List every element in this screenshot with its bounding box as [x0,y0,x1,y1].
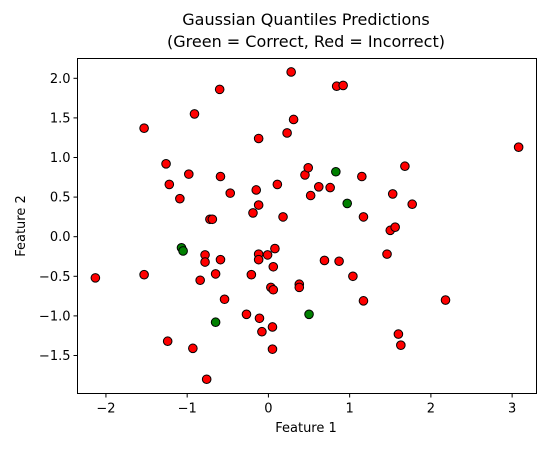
incorrect-point [267,322,278,332]
incorrect-point [334,256,344,267]
x-tick-label: 1 [346,402,354,417]
incorrect-point [338,80,348,91]
incorrect-point [254,313,265,324]
plot-frame [77,58,537,394]
incorrect-point [215,254,226,265]
y-tick-label: 0.5 [50,191,71,206]
incorrect-point [440,295,451,305]
x-tick-label: 2 [427,402,435,417]
incorrect-point [305,190,316,201]
incorrect-point [303,162,314,173]
incorrect-point [219,294,230,305]
correct-point [210,317,221,328]
incorrect-point [161,159,171,169]
axis-ticks: −2 −1 0 1 2 3 −1.5 −1.0 −0.5 0.0 0.5 1.0 1.5 2.0 [39,72,516,417]
incorrect-point [225,188,236,198]
incorrect-point [267,344,278,354]
correct-point [304,309,314,320]
incorrect-point [214,84,225,95]
incorrect-point [387,189,398,199]
incorrect-point [195,275,205,286]
data-points [90,67,524,385]
incorrect-point [253,254,264,265]
incorrect-point [282,128,292,138]
incorrect-point [393,329,404,339]
incorrect-point [139,123,149,133]
chart-subtitle: (Green = Correct, Red = Incorrect) [167,32,445,51]
incorrect-point [348,271,358,282]
incorrect-point [294,282,305,293]
incorrect-point [400,161,410,172]
incorrect-point [248,208,258,218]
incorrect-point [183,169,194,179]
correct-point [178,246,188,256]
incorrect-point [313,181,324,192]
incorrect-point [253,200,264,210]
incorrect-point [278,212,288,222]
y-tick-label: 1.5 [50,111,71,126]
incorrect-point [268,261,279,272]
incorrect-point [390,222,400,232]
incorrect-point [139,269,149,280]
y-tick-label: −0.5 [39,270,71,285]
incorrect-point [319,255,330,266]
incorrect-point [270,243,280,254]
incorrect-point [210,269,221,279]
incorrect-point [162,336,173,347]
incorrect-point [257,326,267,337]
incorrect-point [396,340,406,350]
x-tick-label: 0 [264,402,272,417]
x-axis-label: Feature 1 [275,421,337,436]
incorrect-point [358,212,369,222]
incorrect-point [189,109,200,119]
incorrect-point [253,133,264,144]
incorrect-point [268,284,279,295]
incorrect-point [188,343,198,354]
y-tick-label: −1.5 [39,349,71,364]
incorrect-point [358,296,369,306]
incorrect-point [325,182,335,193]
incorrect-point [272,179,283,190]
y-tick-label: 0.0 [50,230,71,245]
y-tick-label: 2.0 [50,72,71,87]
incorrect-point [200,257,210,267]
incorrect-point [251,185,262,195]
x-tick-label: −2 [96,402,115,417]
incorrect-point [90,273,101,283]
correct-point [342,198,353,209]
y-tick-label: −1.0 [39,309,71,324]
y-axis-label: Feature 2 [14,195,29,257]
incorrect-point [262,250,273,260]
incorrect-point [164,179,175,190]
incorrect-point [201,374,212,385]
incorrect-point [215,171,226,182]
incorrect-point [241,309,252,320]
chart-title: Gaussian Quantiles Predictions [182,10,429,29]
incorrect-point [207,214,218,225]
incorrect-point [382,249,392,259]
x-tick-label: −1 [178,402,197,417]
incorrect-point [288,114,299,125]
incorrect-point [407,199,418,210]
incorrect-point [357,171,367,182]
incorrect-point [246,269,257,280]
correct-point [331,166,341,177]
x-tick-label: 3 [508,402,516,417]
incorrect-point [513,142,524,152]
incorrect-point [286,67,296,77]
y-tick-label: 1.0 [50,151,71,166]
incorrect-point [175,193,185,204]
